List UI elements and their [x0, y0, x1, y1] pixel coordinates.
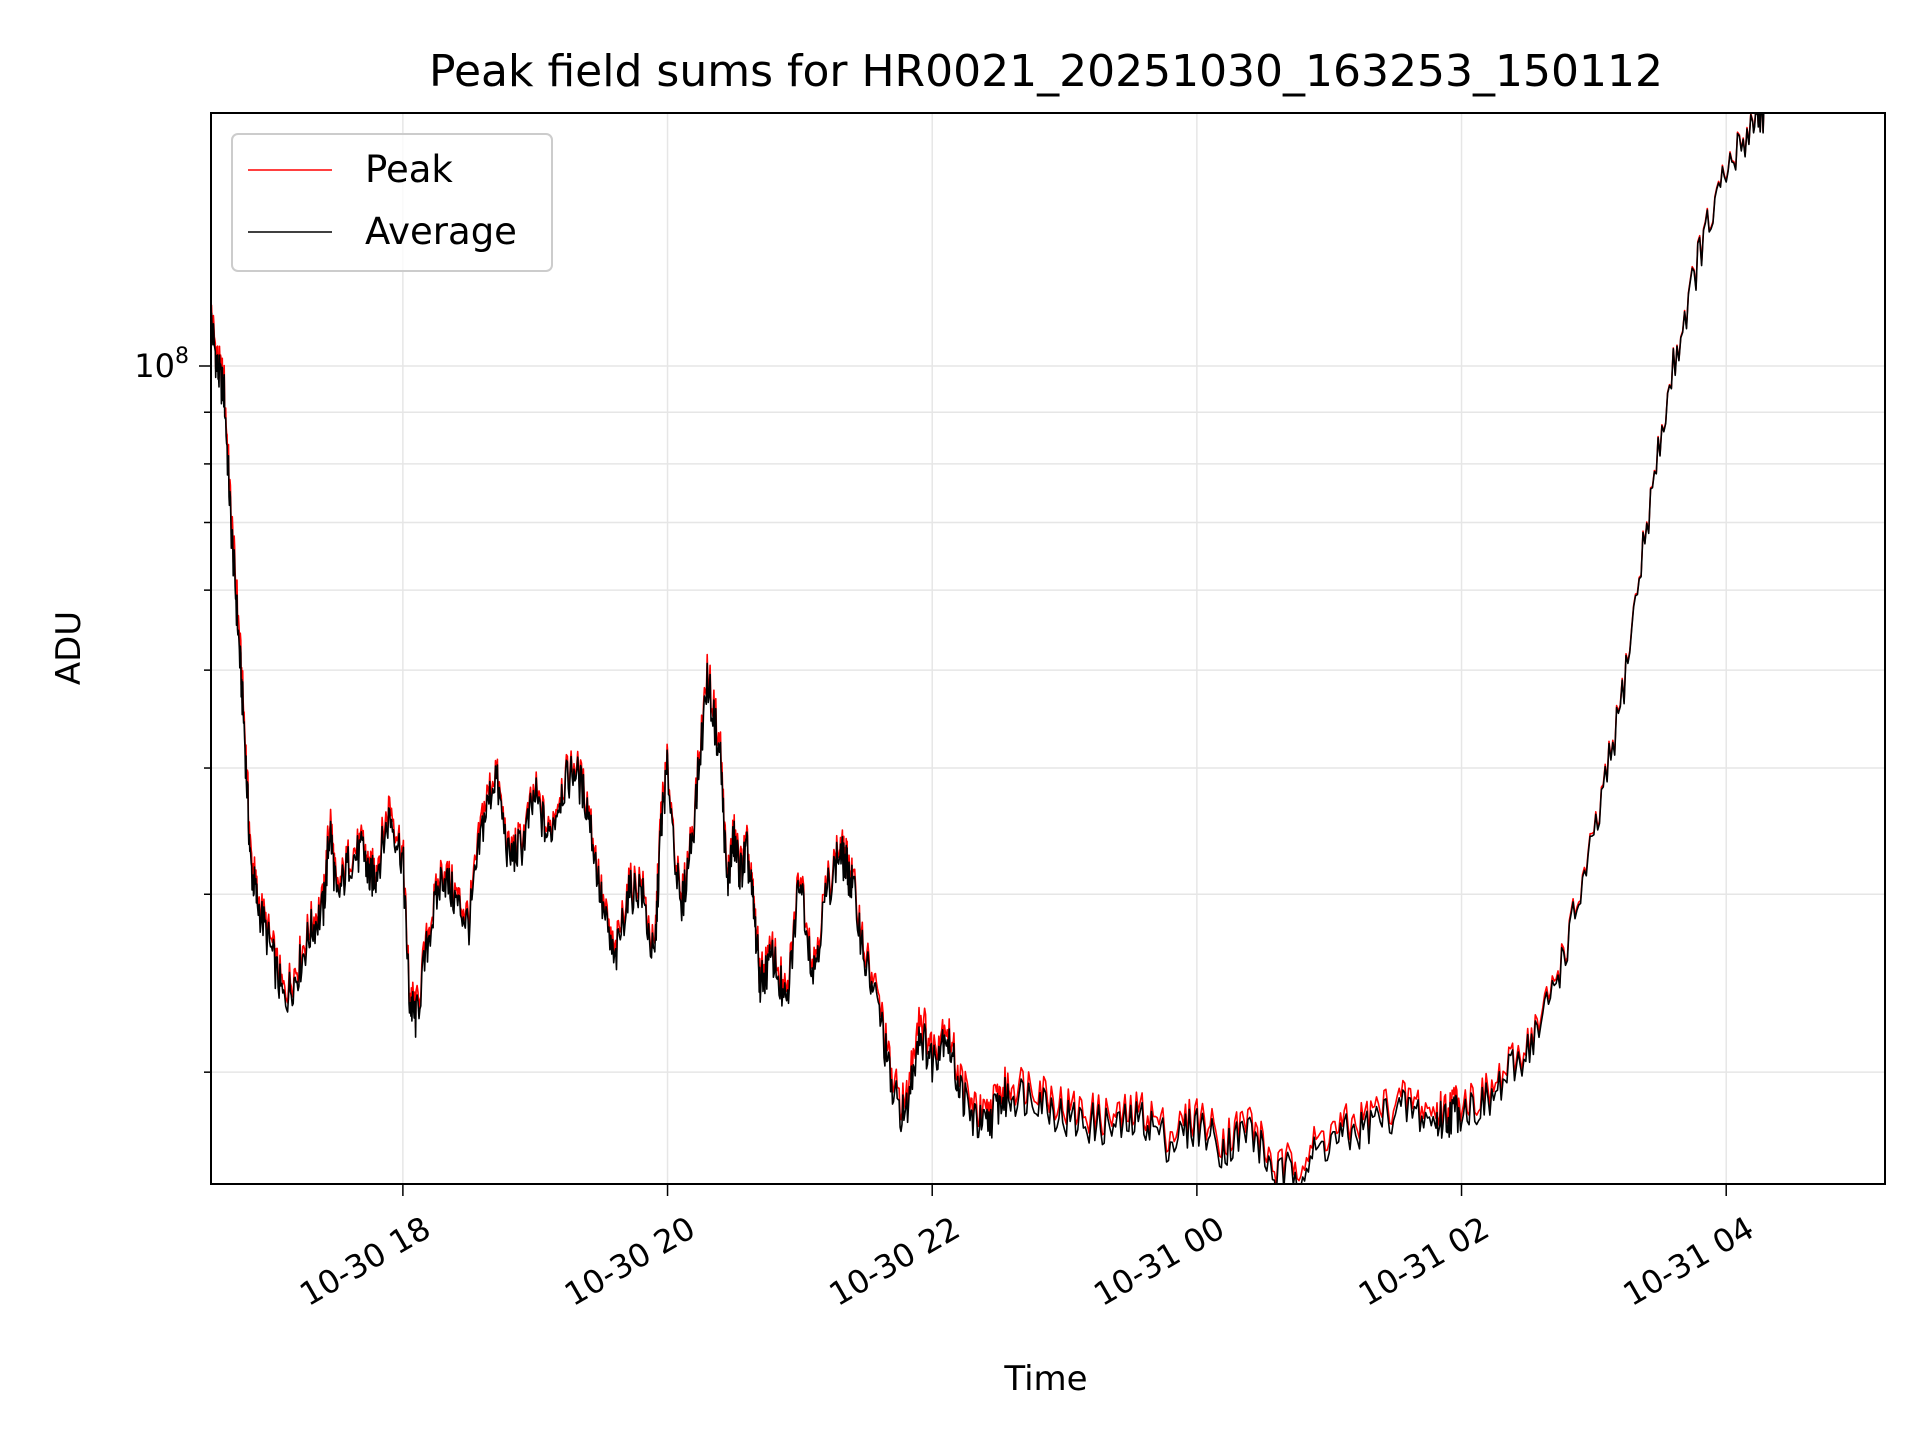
plot-frame	[210, 112, 1886, 1185]
chart-title: Peak field sums for HR0021_20251030_1632…	[429, 46, 1663, 97]
average-series-line	[211, 113, 1765, 1184]
y-tick-label: 108	[134, 344, 189, 385]
y-axis-label: ADU	[49, 611, 89, 685]
legend-box	[231, 133, 553, 272]
grid	[211, 113, 1885, 1184]
legend-label-average: Average	[365, 210, 517, 253]
series-layer	[211, 113, 1765, 1184]
legend-label-peak: Peak	[365, 148, 453, 191]
legend: Peak Average	[231, 133, 553, 272]
x-axis-label: Time	[1003, 1359, 1087, 1399]
